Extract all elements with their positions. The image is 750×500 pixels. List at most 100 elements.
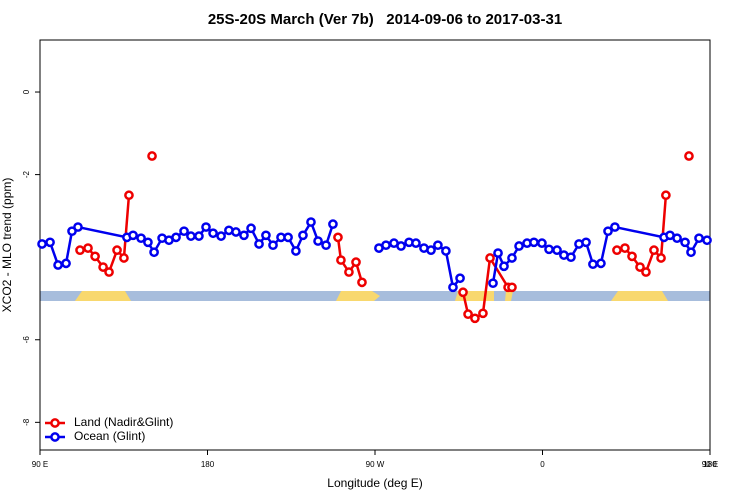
- data-point: [488, 278, 498, 289]
- data-point: [627, 251, 637, 262]
- legend-marker: [50, 418, 60, 428]
- data-point: [90, 251, 100, 262]
- data-point: [119, 253, 129, 263]
- data-point: [149, 247, 159, 258]
- data-point: [143, 237, 153, 248]
- data-point: [411, 238, 421, 248]
- data-point: [635, 262, 645, 272]
- data-point: [544, 244, 554, 255]
- x-tick-label: 180: [703, 460, 717, 469]
- x-tick-label: 180: [201, 460, 215, 469]
- land-strip: [611, 291, 668, 301]
- data-point: [641, 267, 651, 277]
- data-point: [485, 253, 495, 263]
- data-point: [463, 309, 473, 320]
- data-point: [216, 231, 226, 241]
- y-tick-label: -6: [22, 336, 31, 344]
- data-point: [537, 238, 547, 248]
- data-point: [441, 246, 451, 256]
- data-point: [357, 277, 367, 288]
- data-point: [702, 235, 712, 246]
- data-point: [53, 260, 63, 270]
- x-tick-label: 0: [540, 460, 545, 469]
- data-point: [455, 273, 465, 284]
- data-point: [98, 262, 108, 272]
- land-strip: [75, 291, 131, 301]
- data-point: [514, 241, 524, 251]
- data-point: [581, 237, 591, 248]
- data-point: [478, 308, 488, 319]
- data-point: [612, 245, 622, 256]
- data-point: [493, 248, 503, 258]
- data-point: [112, 245, 122, 256]
- data-point: [684, 151, 694, 161]
- data-point: [661, 190, 671, 201]
- data-point: [124, 190, 134, 201]
- data-point: [610, 222, 620, 232]
- data-point: [566, 252, 576, 263]
- data-point: [507, 282, 517, 293]
- land-strip: [505, 291, 513, 301]
- x-axis-label: Longitude (deg E): [327, 476, 422, 490]
- y-tick-label: 0: [22, 89, 31, 94]
- data-point: [128, 230, 138, 241]
- data-point: [208, 228, 218, 239]
- data-point: [136, 233, 146, 244]
- data-point: [321, 240, 331, 251]
- data-point: [499, 261, 509, 272]
- data-point: [433, 240, 443, 251]
- x-tick-label: 90 W: [366, 460, 385, 469]
- data-point: [672, 233, 682, 244]
- data-point: [239, 230, 249, 241]
- data-point: [313, 236, 323, 246]
- data-point: [283, 232, 293, 243]
- data-point: [83, 243, 93, 253]
- x-tick-label: 90 E: [32, 460, 48, 469]
- y-tick-label: -2: [22, 171, 31, 179]
- data-point: [254, 239, 264, 249]
- legend-marker: [50, 432, 60, 442]
- data-point: [75, 245, 85, 256]
- chart-title: 25S-20S March (Ver 7b) 2014-09-06 to 201…: [208, 11, 562, 28]
- data-point: [73, 222, 83, 232]
- data-point: [552, 245, 562, 256]
- data-point: [37, 239, 47, 249]
- data-point: [171, 232, 181, 243]
- data-point: [588, 259, 598, 270]
- data-point: [231, 227, 241, 237]
- data-point: [333, 232, 343, 243]
- data-point: [507, 253, 517, 263]
- legend-label: Ocean (Glint): [74, 429, 145, 443]
- data-point: [381, 240, 391, 251]
- data-point: [470, 313, 480, 324]
- data-point: [680, 237, 690, 248]
- data-point: [620, 243, 630, 253]
- data-point: [596, 258, 606, 269]
- data-point: [45, 237, 55, 248]
- x-tick-label: 90 E: [702, 460, 718, 469]
- data-point: [694, 233, 704, 244]
- land-strip: [336, 291, 380, 301]
- data-point: [396, 241, 406, 251]
- data-point: [686, 247, 696, 258]
- data-point: [104, 267, 114, 277]
- data-point: [194, 231, 204, 241]
- data-point: [268, 240, 278, 251]
- data-point: [246, 223, 256, 234]
- data-point: [336, 255, 346, 265]
- data-point: [426, 245, 436, 256]
- data-point: [458, 287, 468, 298]
- data-point: [306, 217, 316, 227]
- data-point: [61, 258, 71, 269]
- data-point: [147, 151, 157, 161]
- data-point: [656, 253, 666, 263]
- y-tick-label: -8: [22, 418, 31, 426]
- legend-label: Land (Nadir&Glint): [74, 415, 173, 429]
- data-point: [649, 245, 659, 256]
- plot-frame: [39, 39, 711, 451]
- data-point: [328, 219, 338, 229]
- data-point: [261, 230, 271, 241]
- data-point: [529, 237, 539, 248]
- data-point: [603, 226, 613, 237]
